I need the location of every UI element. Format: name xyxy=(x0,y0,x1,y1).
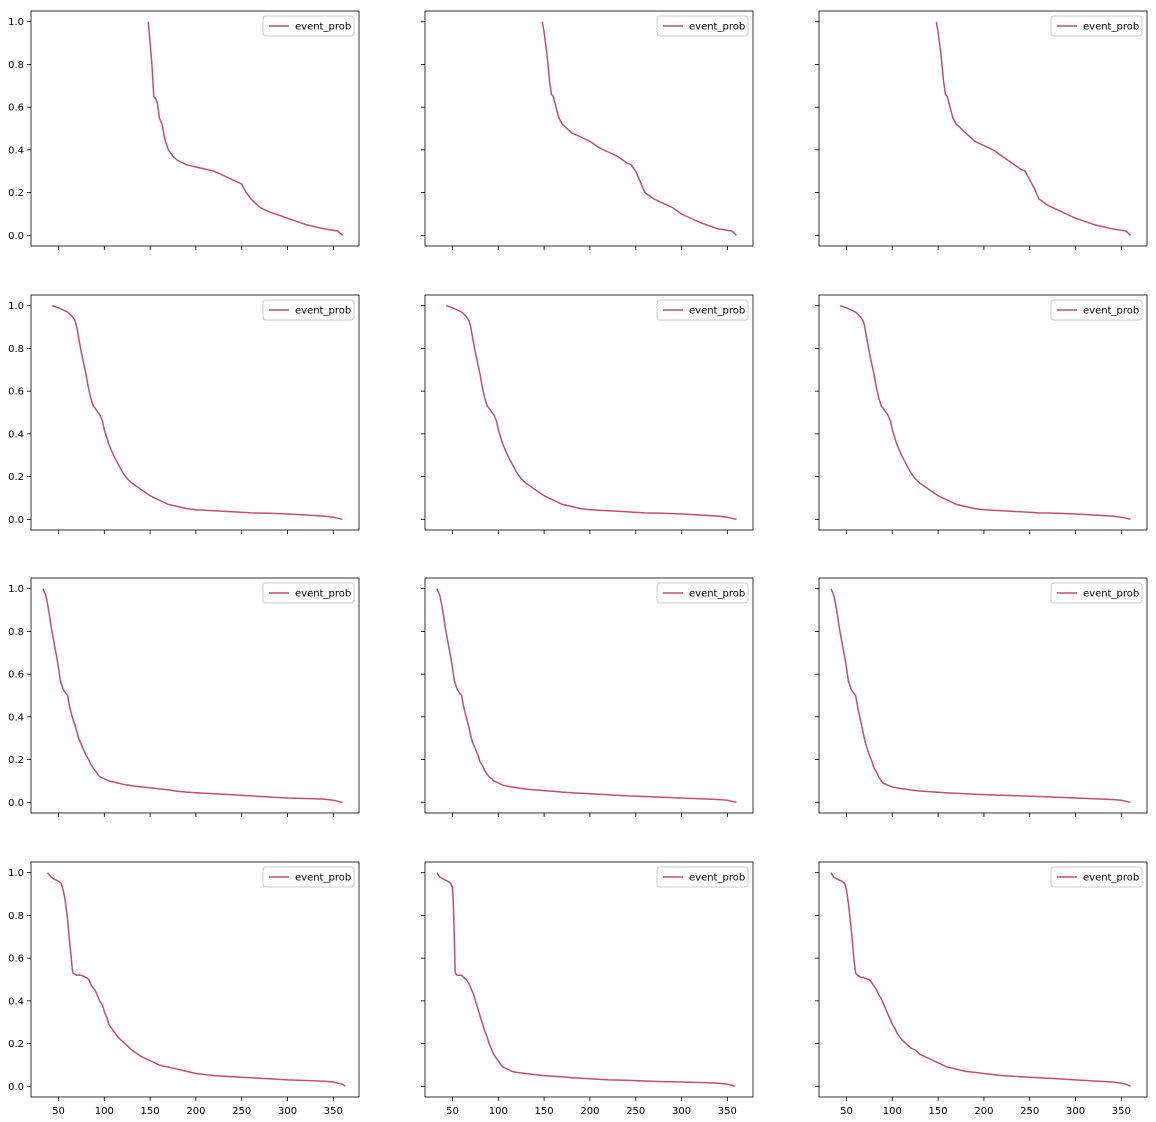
panel-4-2-xtick-label: 150 xyxy=(535,1106,554,1117)
panel-4-3-xtick-label: 50 xyxy=(840,1106,853,1117)
panel-4-1-axes-frame xyxy=(30,861,360,1098)
panel-1-3-axes-frame xyxy=(818,10,1148,247)
panel-4-2-xtick-label: 300 xyxy=(672,1106,691,1117)
panel-1-1-ytick-label: 1.0 xyxy=(8,17,24,28)
panel-1-1-legend-label: event_prob xyxy=(295,22,351,33)
panel-2-2-legend-label: event_prob xyxy=(689,306,745,317)
panel-1-3-legend-box xyxy=(1050,15,1143,37)
panel-2-1-legend-box xyxy=(262,299,355,321)
panel-2-1-series-line xyxy=(51,304,343,521)
panel-1-1-ytick-label: 0.2 xyxy=(8,188,24,199)
panel-2-2-legend-box xyxy=(656,299,749,321)
panel-1-3-series-line xyxy=(935,21,1132,236)
panel-4-2-legend-box xyxy=(656,866,749,888)
panel-1-2-axes-frame xyxy=(424,10,754,247)
panel-3-2-legend-label: event_prob xyxy=(689,589,745,600)
panel-2-1-ytick-label: 0.4 xyxy=(8,429,24,440)
panel-2-1-ytick-label: 0.6 xyxy=(8,387,24,398)
panel-4-1-xtick-label: 200 xyxy=(186,1106,205,1117)
panel-3-1-ytick-label: 0.4 xyxy=(8,712,24,723)
panel-3-1-ytick-label: 0.8 xyxy=(8,627,24,638)
panel-2-1-legend-label: event_prob xyxy=(295,306,351,317)
panel-4-2-xtick-label: 250 xyxy=(626,1106,645,1117)
panel-2-1-ytick-label: 0.0 xyxy=(8,515,24,526)
panel-4-1-legend-label: event_prob xyxy=(295,873,351,884)
panel-4-1-series-line xyxy=(46,872,346,1087)
panel-1-1-ytick-label: 0.8 xyxy=(8,60,24,71)
panel-1-1-axes-frame xyxy=(30,10,360,247)
panel-1-1-ytick-label: 0.4 xyxy=(8,145,24,156)
panel-4-3-xtick-label: 350 xyxy=(1112,1106,1131,1117)
panel-2-1-ytick-label: 1.0 xyxy=(8,301,24,312)
panel-1-1-legend-box xyxy=(262,15,355,37)
panel-4-1-ytick-label: 0.4 xyxy=(8,996,24,1007)
panel-4-2-series-line xyxy=(436,872,735,1088)
panel-2-2-series-line xyxy=(445,304,737,521)
panel-3-1-series-line xyxy=(42,588,343,804)
panel-4-1-ytick-label: 0.2 xyxy=(8,1039,24,1050)
panel-1-1-ytick-label: 0.6 xyxy=(8,103,24,114)
panel-2-3-legend-label: event_prob xyxy=(1083,306,1139,317)
panel-1-1-series-line xyxy=(147,21,344,236)
panel-4-3-xtick-label: 300 xyxy=(1066,1106,1085,1117)
panel-2-3-series-line xyxy=(839,304,1131,521)
panel-3-3-series-line xyxy=(830,588,1131,804)
panel-3-1-axes-frame xyxy=(30,577,360,814)
panel-3-1-legend-label: event_prob xyxy=(295,589,351,600)
panel-4-3-xtick-label: 250 xyxy=(1020,1106,1039,1117)
panel-4-1-ytick-label: 0.0 xyxy=(8,1082,24,1093)
panel-4-1-xtick-label: 350 xyxy=(324,1106,343,1117)
panel-4-1-xtick-label: 300 xyxy=(278,1106,297,1117)
panel-3-3-legend-box xyxy=(1050,582,1143,604)
panel-3-1-ytick-label: 0.6 xyxy=(8,670,24,681)
panel-3-2-axes-frame xyxy=(424,577,754,814)
panel-4-3-xtick-label: 100 xyxy=(883,1106,902,1117)
panel-3-2-legend-box xyxy=(656,582,749,604)
panel-1-3-legend-label: event_prob xyxy=(1083,22,1139,33)
panel-4-1-ytick-label: 0.8 xyxy=(8,911,24,922)
panel-2-1-axes-frame xyxy=(30,294,360,531)
panel-4-3-series-line xyxy=(830,872,1131,1087)
panel-4-3-legend-box xyxy=(1050,866,1143,888)
panel-1-1-ytick-label: 0.0 xyxy=(8,231,24,242)
panel-4-2-xtick-label: 100 xyxy=(489,1106,508,1117)
panel-4-1-ytick-label: 0.6 xyxy=(8,954,24,965)
panel-1-2-legend-box xyxy=(656,15,749,37)
panel-4-1-xtick-label: 150 xyxy=(141,1106,160,1117)
panel-4-2-axes-frame xyxy=(424,861,754,1098)
panel-4-1-xtick-label: 100 xyxy=(95,1106,114,1117)
panel-3-1-ytick-label: 1.0 xyxy=(8,584,24,595)
panel-4-3-legend-label: event_prob xyxy=(1083,873,1139,884)
panel-3-1-ytick-label: 0.2 xyxy=(8,755,24,766)
panel-4-2-xtick-label: 50 xyxy=(446,1106,459,1117)
panel-2-1-ytick-label: 0.8 xyxy=(8,344,24,355)
panel-2-3-axes-frame xyxy=(818,294,1148,531)
panel-4-2-xtick-label: 350 xyxy=(718,1106,737,1117)
panel-1-2-series-line xyxy=(541,21,738,236)
panel-2-1-ytick-label: 0.2 xyxy=(8,472,24,483)
panel-4-1-legend-box xyxy=(262,866,355,888)
panel-3-1-ytick-label: 0.0 xyxy=(8,798,24,809)
panel-4-1-xtick-label: 250 xyxy=(232,1106,251,1117)
panel-4-3-axes-frame xyxy=(818,861,1148,1098)
panel-4-2-legend-label: event_prob xyxy=(689,873,745,884)
panel-4-1-ytick-label: 1.0 xyxy=(8,868,24,879)
panel-3-2-series-line xyxy=(436,588,737,804)
panel-4-3-xtick-label: 150 xyxy=(929,1106,948,1117)
panel-2-2-axes-frame xyxy=(424,294,754,531)
panel-3-1-legend-box xyxy=(262,582,355,604)
panel-1-2-legend-label: event_prob xyxy=(689,22,745,33)
panel-2-3-legend-box xyxy=(1050,299,1143,321)
panel-4-3-xtick-label: 200 xyxy=(974,1106,993,1117)
panel-3-3-axes-frame xyxy=(818,577,1148,814)
panel-4-1-xtick-label: 50 xyxy=(52,1106,65,1117)
panel-4-2-xtick-label: 200 xyxy=(580,1106,599,1117)
panel-3-3-legend-label: event_prob xyxy=(1083,589,1139,600)
